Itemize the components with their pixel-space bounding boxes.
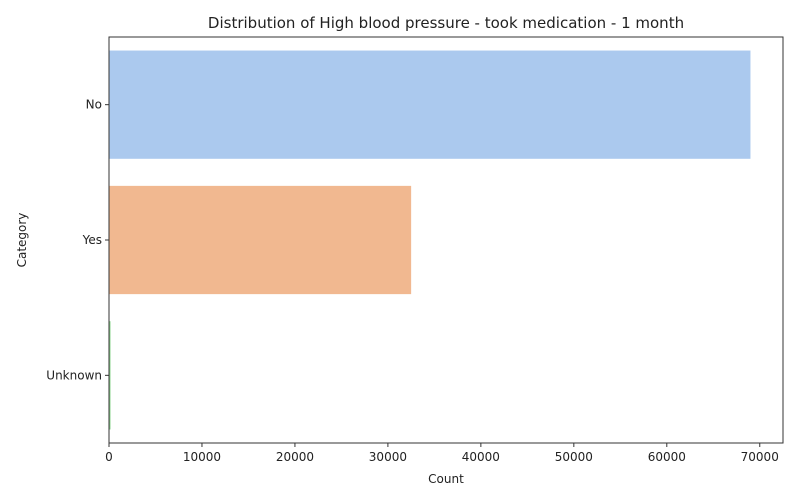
x-tick-label: 50000 xyxy=(555,450,593,464)
x-tick-label: 40000 xyxy=(462,450,500,464)
y-ticks-group: No Yes Unknown xyxy=(46,98,109,382)
chart-title: Distribution of High blood pressure - to… xyxy=(208,14,684,32)
x-tick-label: 0 xyxy=(105,450,113,464)
y-tick-label: No xyxy=(86,98,102,112)
x-tick-label: 60000 xyxy=(648,450,686,464)
y-tick-label: Yes xyxy=(82,233,102,247)
bars-group xyxy=(109,50,751,430)
y-axis-label: Category xyxy=(15,213,29,268)
bar-no xyxy=(109,50,751,159)
x-ticks-group: 0 10000 20000 30000 40000 50000 60000 70000 xyxy=(105,443,779,464)
x-tick-label: 70000 xyxy=(741,450,779,464)
x-tick-label: 10000 xyxy=(183,450,221,464)
x-axis-label: Count xyxy=(428,472,464,486)
bar-unknown xyxy=(109,321,111,430)
bar-yes xyxy=(109,185,412,295)
plot-frame xyxy=(108,36,784,444)
y-tick-label: Unknown xyxy=(46,368,102,382)
x-tick-label: 20000 xyxy=(276,450,314,464)
x-tick-label: 30000 xyxy=(369,450,407,464)
